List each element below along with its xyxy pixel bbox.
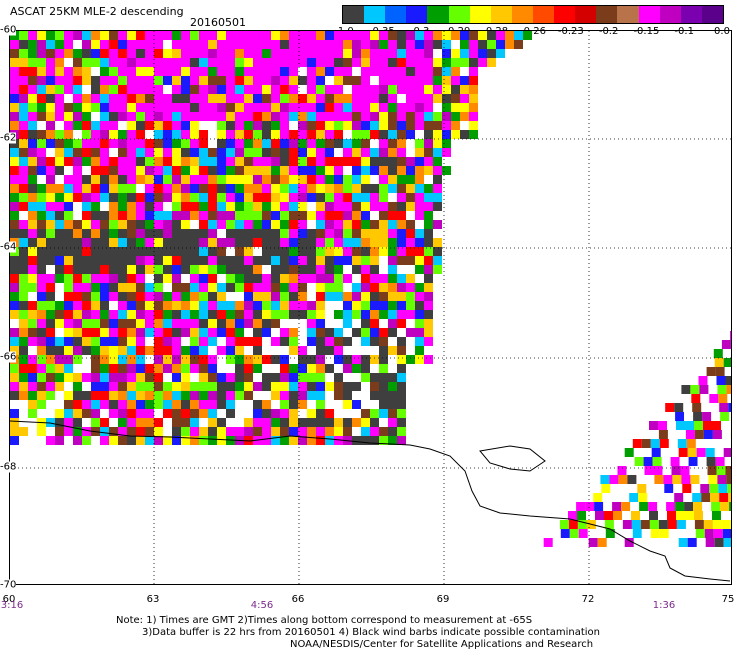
colorbar-swatch [617, 6, 639, 23]
time-label: 3:16 [0, 600, 24, 611]
time-label: 1:36 [652, 600, 676, 611]
colorbar-swatch [364, 6, 386, 23]
lon-label: 63 [146, 594, 160, 605]
colorbar-tick-label: -0.15 [633, 26, 660, 37]
colorbar-tick-label: -0.26 [520, 26, 546, 37]
time-label: 4:56 [250, 600, 274, 611]
colorbar-swatch [701, 6, 723, 23]
colorbar-tick-label: -0.1 [674, 26, 694, 37]
colorbar-swatch [554, 6, 576, 23]
map-title: ASCAT 25KM MLE-2 descending [10, 5, 184, 18]
colorbar-swatch [406, 6, 428, 23]
map-panel [9, 30, 732, 585]
lat-label: -64 [0, 241, 17, 253]
colorbar-swatch [385, 6, 407, 23]
colorbar [342, 5, 724, 24]
footnote-credit: NOAA/NESDIS/Center for Satellite Applica… [290, 639, 594, 650]
map-date: 20160501 [190, 16, 246, 29]
lon-label: 69 [436, 594, 450, 605]
lat-label: -60 [0, 24, 17, 36]
colorbar-swatch [469, 6, 491, 23]
colorbar-swatch [638, 6, 660, 23]
colorbar-swatch [659, 6, 681, 23]
coastline [10, 420, 731, 582]
lat-label: -68 [0, 461, 17, 473]
colorbar-swatch [490, 6, 512, 23]
lat-label: -62 [0, 132, 17, 144]
lat-label: -70 [0, 579, 17, 591]
lon-label: 60 [2, 594, 16, 605]
footnote-1: Note: 1) Times are GMT 2)Times along bot… [116, 615, 533, 626]
colorbar-swatch [448, 6, 470, 23]
map-canvas [10, 31, 731, 584]
colorbar-tick-label: -0.2 [598, 26, 619, 37]
lon-label: 75 [721, 594, 735, 605]
footnote-2: 3)Data buffer is 22 hrs from 20160501 4)… [142, 627, 600, 638]
colorbar-swatch [575, 6, 597, 23]
colorbar-swatch [680, 6, 702, 23]
colorbar-tick-label: -0.23 [557, 26, 584, 37]
colorbar-tick-label: 0.0 [714, 26, 730, 37]
colorbar-swatch [511, 6, 533, 23]
lon-label: 66 [291, 594, 305, 605]
colorbar-swatch [532, 6, 555, 23]
graticule [10, 31, 731, 584]
data-swaths [10, 31, 731, 547]
colorbar-swatch [596, 6, 618, 23]
lat-label: -66 [0, 351, 17, 363]
lon-label: 72 [581, 594, 595, 605]
colorbar-swatch [343, 6, 365, 23]
colorbar-swatch [427, 6, 449, 23]
